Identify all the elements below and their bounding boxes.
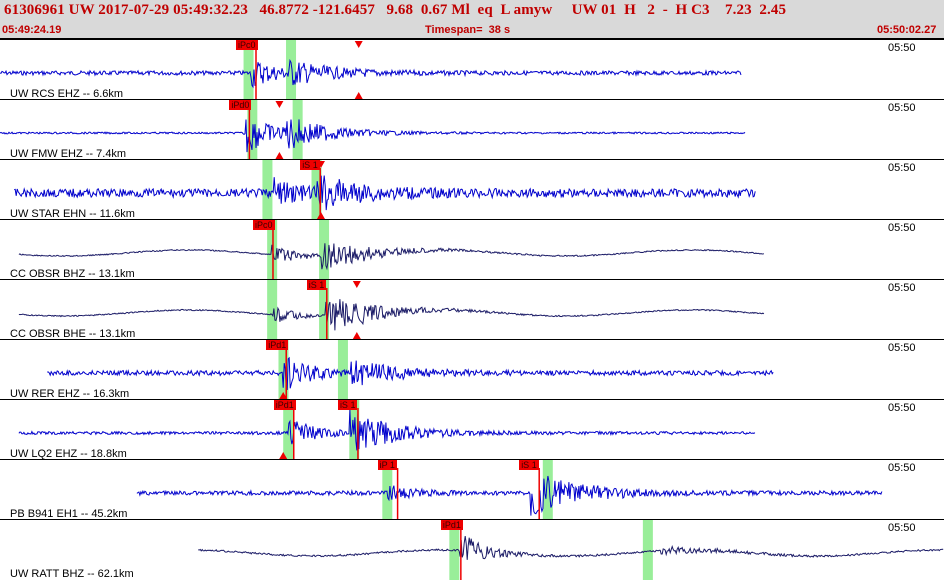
phase-pick-tag[interactable]: iPd0 (229, 100, 252, 110)
pick-window (243, 40, 254, 100)
waveform-trace (18, 409, 756, 451)
phase-pick-tag[interactable]: iS 1 (306, 280, 327, 290)
waveform-trace (14, 175, 756, 211)
trace-plot (18, 280, 765, 340)
panel-time-label: 05:50 (888, 222, 916, 234)
theoretical-arrival-marker (352, 332, 361, 339)
seismogram-panel[interactable]: iS 1 05:50 UW STAR EHN -- 11.6km (0, 159, 944, 220)
pick-window (382, 460, 393, 520)
pick-window (292, 100, 303, 160)
phase-pick-tag[interactable]: iS 1 (337, 400, 358, 410)
panel-time-label: 05:50 (888, 102, 916, 114)
theoretical-arrival-marker (275, 101, 284, 108)
theoretical-arrival-marker (279, 392, 288, 399)
pick-window (262, 160, 273, 220)
seismogram-panel[interactable]: iPd1 05:50 UW RER EHZ -- 16.3km (0, 339, 944, 400)
theoretical-arrival-marker (352, 281, 361, 288)
trace-plot (18, 220, 765, 280)
pick-window (267, 280, 278, 340)
station-label: UW RER EHZ -- 16.3km (10, 388, 130, 400)
pick-window (642, 520, 653, 580)
panel-time-label: 05:50 (888, 342, 916, 354)
panel-time-label: 05:50 (888, 462, 916, 474)
station-label: UW RCS EHZ -- 6.6km (10, 88, 124, 100)
theoretical-arrival-marker (354, 92, 363, 99)
pick-window (542, 460, 553, 520)
station-label: PB B941 EH1 -- 45.2km (10, 508, 128, 520)
waveform-trace (136, 475, 883, 516)
panel-time-label: 05:50 (888, 42, 916, 54)
trace-plot (18, 400, 756, 460)
panel-time-label: 05:50 (888, 162, 916, 174)
station-label: UW RATT BHZ -- 62.1km (10, 568, 134, 580)
seismogram-panel[interactable]: iPd1 iS 1 05:50 UW LQ2 EHZ -- 18.8km (0, 399, 944, 460)
theoretical-arrival-marker (275, 152, 284, 159)
phase-pick-tag[interactable]: iPd1 (440, 520, 463, 530)
pick-window (319, 280, 330, 340)
station-label: CC OBSR BHE -- 13.1km (10, 328, 136, 340)
seismogram-panel[interactable]: iS 1 05:50 CC OBSR BHE -- 13.1km (0, 279, 944, 340)
trace-plot (0, 100, 746, 160)
station-label: UW STAR EHN -- 11.6km (10, 208, 135, 220)
event-summary: 61306961 UW 2017-07-29 05:49:32.23 46.87… (4, 2, 787, 18)
timespan-label: Timespan= 38 s (425, 24, 511, 36)
trace-plot (0, 40, 742, 100)
panel-time-label: 05:50 (888, 402, 916, 414)
theoretical-arrival-marker (316, 212, 325, 219)
pick-window (337, 340, 348, 400)
waveform-trace (18, 243, 765, 271)
trace-plot (47, 340, 774, 400)
pick-window (286, 40, 297, 100)
waveform-trace (0, 119, 746, 153)
phase-pick-tag[interactable]: iS 1 (300, 160, 320, 170)
start-time: 05:49:24.19 (2, 24, 62, 36)
trace-plot (198, 520, 944, 580)
station-label: CC OBSR BHZ -- 13.1km (10, 268, 135, 280)
trace-plot (14, 160, 756, 220)
panel-time-label: 05:50 (888, 522, 916, 534)
station-label: UW FMW EHZ -- 7.4km (10, 148, 127, 160)
seismogram-panel[interactable]: iPc0 05:50 CC OBSR BHZ -- 13.1km (0, 219, 944, 280)
phase-pick-tag[interactable]: iPd1 (266, 340, 289, 350)
phase-pick-tag[interactable]: iPc0 (236, 40, 258, 50)
seismogram-panel[interactable]: iP 1 iS 1 05:50 PB B941 EH1 -- 45.2km (0, 459, 944, 520)
theoretical-arrival-marker (279, 452, 288, 459)
trace-plot (136, 460, 883, 520)
waveform-trace (198, 536, 944, 560)
end-time: 05:50:02.27 (877, 24, 937, 36)
waveform-trace (47, 356, 774, 391)
seismogram-panel[interactable]: iPc0 05:50 UW RCS EHZ -- 6.6km (0, 39, 944, 100)
waveform-trace (18, 299, 765, 331)
theoretical-arrival-marker (354, 41, 363, 48)
phase-pick-tag[interactable]: iP 1 (377, 460, 397, 470)
event-header: 61306961 UW 2017-07-29 05:49:32.23 46.87… (0, 0, 944, 39)
station-label: UW LQ2 EHZ -- 18.8km (10, 448, 127, 460)
phase-pick-tag[interactable]: iPc0 (252, 220, 275, 230)
phase-pick-tag[interactable]: iS 1 (519, 460, 539, 470)
seismogram-panel[interactable]: iPd0 05:50 UW FMW EHZ -- 7.4km (0, 99, 944, 160)
panel-time-label: 05:50 (888, 282, 916, 294)
seismogram-panel[interactable]: iPd1 05:50 UW RATT BHZ -- 62.1km (0, 519, 944, 580)
waveform-trace (0, 58, 742, 89)
phase-pick-tag[interactable]: iPd1 (273, 400, 296, 410)
